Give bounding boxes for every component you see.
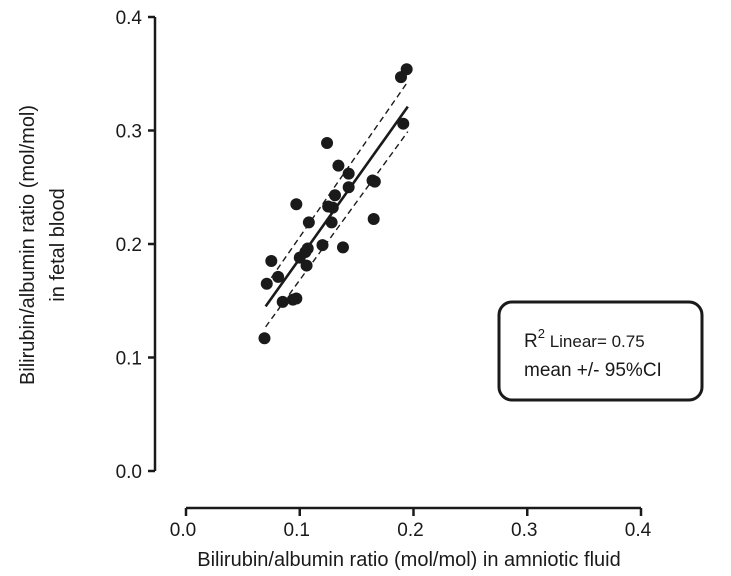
x-axis-label: Bilirubin/albumin ratio (mol/mol) in amn…: [197, 549, 621, 571]
data-point: [260, 277, 273, 290]
data-points: [258, 63, 413, 345]
legend-linear-text: Linear= 0.75: [545, 332, 645, 351]
legend: R2 Linear= 0.75 mean +/- 95%CI: [497, 300, 704, 402]
data-point: [329, 189, 342, 202]
data-point: [332, 159, 345, 172]
y-axis-label-line2: in fetal blood: [47, 188, 69, 301]
y-axis-label: Bilirubin/albumin ratio (mol/mol) in fet…: [17, 105, 69, 385]
data-point: [397, 117, 410, 130]
x-tick-label: 0.0: [170, 520, 196, 541]
y-tick-label: 0.3: [116, 122, 142, 143]
y-tick-label: 0.0: [116, 462, 142, 483]
data-point: [302, 216, 315, 229]
legend-superscript: 2: [538, 326, 545, 341]
y-tick-label: 0.1: [116, 349, 142, 370]
ci-upper-line: [265, 81, 409, 287]
ci-lower-line: [265, 131, 409, 328]
data-point: [368, 175, 381, 188]
data-point: [290, 198, 303, 211]
y-ticks: 0.0 0.1 0.2 0.3 0.4: [116, 8, 155, 483]
x-tick-label: 0.4: [625, 520, 652, 541]
x-ticks: 0.0 0.1 0.2 0.3 0.4: [170, 508, 652, 541]
data-point: [342, 181, 355, 194]
x-tick-label: 0.2: [397, 520, 423, 541]
y-axis-label-line1: Bilirubin/albumin ratio (mol/mol): [17, 105, 39, 385]
data-point: [336, 241, 349, 254]
data-point: [326, 201, 339, 214]
data-point: [325, 216, 338, 229]
data-point: [272, 270, 285, 283]
x-tick-label: 0.3: [511, 520, 537, 541]
data-point: [367, 213, 380, 226]
y-tick-label: 0.2: [116, 235, 142, 256]
data-point: [300, 259, 313, 272]
data-point: [342, 167, 355, 180]
data-point: [265, 255, 278, 268]
data-point: [321, 136, 334, 149]
data-point: [258, 332, 271, 345]
y-tick-label: 0.4: [116, 8, 143, 29]
data-point: [301, 242, 314, 255]
data-point: [276, 295, 289, 308]
data-point: [316, 239, 329, 252]
data-point: [400, 63, 413, 76]
legend-r: R: [524, 331, 538, 352]
legend-r-squared: R2 Linear= 0.75: [524, 326, 645, 352]
x-tick-label: 0.1: [284, 520, 310, 541]
data-point: [290, 292, 303, 305]
legend-box: [497, 300, 704, 402]
legend-ci-text: mean +/- 95%CI: [524, 360, 662, 381]
